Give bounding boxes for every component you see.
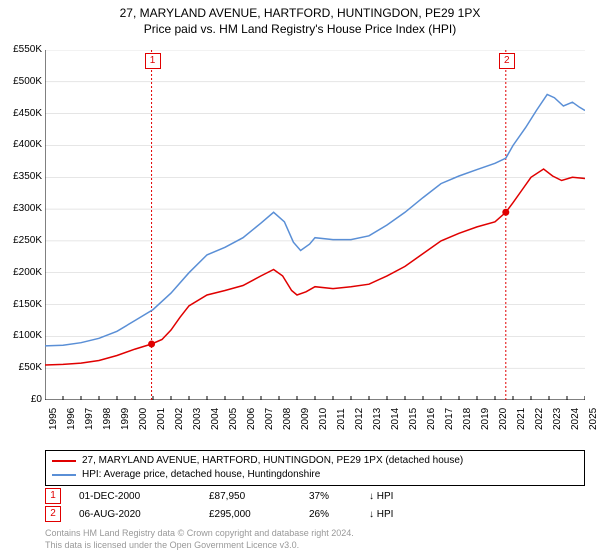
transaction-row-1: 1 01-DEC-2000 £87,950 37% ↓ HPI xyxy=(45,488,419,504)
x-tick-label: 2002 xyxy=(174,408,185,430)
chart-marker-flag: 1 xyxy=(145,53,161,69)
x-tick-label: 1996 xyxy=(66,408,77,430)
transaction-row-2: 2 06-AUG-2020 £295,000 26% ↓ HPI xyxy=(45,506,419,522)
chart-svg xyxy=(45,50,585,400)
x-tick-label: 2005 xyxy=(228,408,239,430)
y-tick-label: £450K xyxy=(0,108,42,119)
x-tick-label: 2008 xyxy=(282,408,293,430)
x-tick-label: 2007 xyxy=(264,408,275,430)
y-tick-label: £300K xyxy=(0,203,42,214)
y-tick-label: £400K xyxy=(0,139,42,150)
x-tick-label: 2023 xyxy=(552,408,563,430)
x-tick-label: 2011 xyxy=(336,408,347,430)
transaction-pct-2: 26% xyxy=(309,509,369,520)
transaction-pct-1: 37% xyxy=(309,491,369,502)
x-tick-label: 2012 xyxy=(354,408,365,430)
x-tick-label: 2003 xyxy=(192,408,203,430)
y-tick-label: £350K xyxy=(0,171,42,182)
footer-line2: This data is licensed under the Open Gov… xyxy=(45,540,354,552)
x-tick-label: 2014 xyxy=(390,408,401,430)
legend-label-price-paid: 27, MARYLAND AVENUE, HARTFORD, HUNTINGDO… xyxy=(82,454,463,468)
x-tick-label: 2019 xyxy=(480,408,491,430)
x-tick-label: 2025 xyxy=(588,408,599,430)
transaction-arrow-2: ↓ HPI xyxy=(369,509,419,520)
x-tick-label: 2009 xyxy=(300,408,311,430)
y-tick-label: £150K xyxy=(0,299,42,310)
transaction-arrow-1: ↓ HPI xyxy=(369,491,419,502)
y-tick-label: £200K xyxy=(0,267,42,278)
transaction-price-2: £295,000 xyxy=(209,509,309,520)
transaction-price-1: £87,950 xyxy=(209,491,309,502)
x-tick-label: 2016 xyxy=(426,408,437,430)
x-tick-label: 1995 xyxy=(48,408,59,430)
x-tick-label: 2022 xyxy=(534,408,545,430)
transaction-date-2: 06-AUG-2020 xyxy=(79,509,209,520)
x-tick-label: 1999 xyxy=(120,408,131,430)
transactions-table: 1 01-DEC-2000 £87,950 37% ↓ HPI 2 06-AUG… xyxy=(45,488,419,524)
x-tick-label: 2017 xyxy=(444,408,455,430)
x-tick-label: 1998 xyxy=(102,408,113,430)
x-tick-label: 2018 xyxy=(462,408,473,430)
title-block: 27, MARYLAND AVENUE, HARTFORD, HUNTINGDO… xyxy=(0,0,600,37)
transaction-date-1: 01-DEC-2000 xyxy=(79,491,209,502)
footer-line1: Contains HM Land Registry data © Crown c… xyxy=(45,528,354,540)
x-tick-label: 2024 xyxy=(570,408,581,430)
y-tick-label: £50K xyxy=(0,362,42,373)
title-line2: Price paid vs. HM Land Registry's House … xyxy=(0,22,600,38)
title-line1: 27, MARYLAND AVENUE, HARTFORD, HUNTINGDO… xyxy=(0,6,600,22)
footer-note: Contains HM Land Registry data © Crown c… xyxy=(45,528,354,551)
x-tick-label: 2010 xyxy=(318,408,329,430)
chart-container: 27, MARYLAND AVENUE, HARTFORD, HUNTINGDO… xyxy=(0,0,600,560)
legend-box: 27, MARYLAND AVENUE, HARTFORD, HUNTINGDO… xyxy=(45,450,585,486)
x-tick-label: 2006 xyxy=(246,408,257,430)
x-tick-label: 2013 xyxy=(372,408,383,430)
legend-swatch-blue xyxy=(52,474,76,476)
y-tick-label: £250K xyxy=(0,235,42,246)
y-tick-label: £0 xyxy=(0,394,42,405)
chart-plot-area xyxy=(45,50,585,400)
y-tick-label: £550K xyxy=(0,44,42,55)
x-tick-label: 2004 xyxy=(210,408,221,430)
x-tick-label: 2000 xyxy=(138,408,149,430)
legend-row-hpi: HPI: Average price, detached house, Hunt… xyxy=(52,468,578,482)
transaction-marker-1: 1 xyxy=(45,488,61,504)
x-tick-label: 2001 xyxy=(156,408,167,430)
legend-row-price-paid: 27, MARYLAND AVENUE, HARTFORD, HUNTINGDO… xyxy=(52,454,578,468)
y-tick-label: £100K xyxy=(0,330,42,341)
chart-marker-flag: 2 xyxy=(499,53,515,69)
x-tick-label: 2021 xyxy=(516,408,527,430)
x-tick-label: 2020 xyxy=(498,408,509,430)
legend-swatch-red xyxy=(52,460,76,462)
legend-label-hpi: HPI: Average price, detached house, Hunt… xyxy=(82,468,320,482)
y-tick-label: £500K xyxy=(0,76,42,87)
x-tick-label: 2015 xyxy=(408,408,419,430)
x-tick-label: 1997 xyxy=(84,408,95,430)
transaction-marker-2: 2 xyxy=(45,506,61,522)
